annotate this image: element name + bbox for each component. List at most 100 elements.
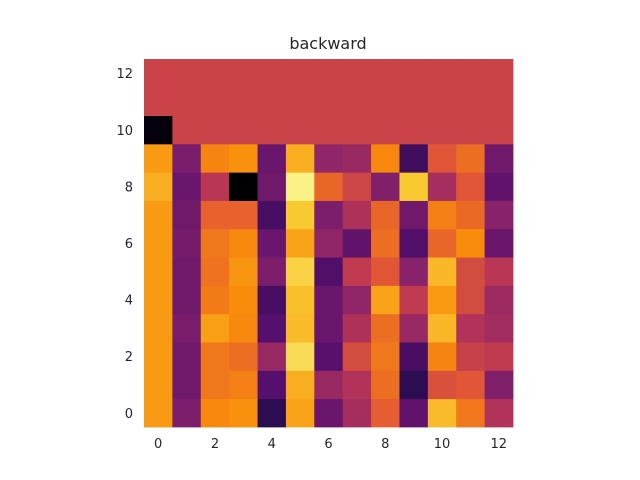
heatmap-cell [456,313,486,343]
heatmap-cell [371,342,400,371]
heatmap-cell [484,370,514,400]
heatmap-cell [342,398,372,428]
heatmap-cell [285,87,315,117]
heatmap-cell [427,172,457,201]
heatmap-cell [257,285,287,315]
heatmap-cell [200,342,230,371]
y-tick-label: 6 [125,237,133,252]
heatmap-cell [342,370,372,400]
heatmap-cell [257,143,287,173]
y-tick-label: 8 [125,180,133,195]
heatmap-cell [285,285,315,315]
heatmap-cell [371,257,400,286]
x-tick-label: 6 [324,437,332,452]
heatmap-cell [399,285,429,315]
heatmap-cell [172,172,202,201]
heatmap-cell [484,342,514,371]
y-axis-ticks: 0 2 4 6 8 10 12 [116,67,133,422]
heatmap-cell [314,257,344,286]
heatmap-cell [200,313,230,343]
heatmap-cell [144,172,173,201]
heatmap-cell [285,257,315,286]
heatmap-cell [399,172,429,201]
heatmap-cell [456,342,486,371]
heatmap-cell [229,228,258,258]
heatmap-cell [484,228,514,258]
heatmap-cell [456,172,486,201]
x-tick-label: 10 [434,437,451,452]
heatmap-cell [172,228,202,258]
heatmap-cell [371,172,400,201]
x-tick-label: 12 [491,437,508,452]
heatmap-cell [257,87,287,117]
heatmap-cell [257,172,287,201]
heatmap-cell [427,115,457,145]
heatmap-cell [427,200,457,230]
heatmap-cell [371,370,400,400]
heatmap-cell [285,115,315,145]
heatmap-cell [342,87,372,117]
heatmap-cell [484,398,514,428]
heatmap-cell [484,200,514,230]
heatmap-cell [285,59,315,88]
heatmap-cell [285,313,315,343]
heatmap-cell [229,313,258,343]
heatmap-cell [342,285,372,315]
heatmap-cell [229,285,258,315]
y-tick-label: 0 [125,407,133,422]
heatmap-cell [427,370,457,400]
heatmap-cell [456,87,486,117]
x-tick-label: 8 [381,437,389,452]
heatmap-cell [342,228,372,258]
heatmap-cell [314,342,344,371]
heatmap-cell [229,59,258,88]
heatmap-cell [314,200,344,230]
heatmap-cell [484,143,514,173]
heatmap-cell [456,370,486,400]
heatmap-cell [456,115,486,145]
heatmap-cell [484,313,514,343]
heatmap-cell [371,143,400,173]
heatmap-cell [229,115,258,145]
heatmap-cell [342,143,372,173]
heatmap-cell [257,398,287,428]
heatmap-cell [257,228,287,258]
heatmap-cell [200,59,230,88]
heatmap-cell [484,87,514,117]
heatmap-cell [257,115,287,145]
heatmap-cell [427,313,457,343]
heatmap-cell [229,172,258,201]
heatmap-cell [314,115,344,145]
heatmap-cell [172,313,202,343]
heatmap-cell [314,143,344,173]
heatmap-cell [257,313,287,343]
heatmap-cell [399,398,429,428]
heatmap-cell [229,370,258,400]
heatmap-cell [399,370,429,400]
heatmap-cell [200,370,230,400]
heatmap-cell [172,398,202,428]
heatmap-cell [456,200,486,230]
heatmap-cell [371,228,400,258]
heatmap-cell [172,342,202,371]
heatmap-cell [342,342,372,371]
heatmap-cell [427,87,457,117]
heatmap-cell [229,87,258,117]
heatmap-cell [456,285,486,315]
heatmap-cell [342,257,372,286]
heatmap-cell [144,398,173,428]
heatmap-cell [399,200,429,230]
heatmap-cell [342,313,372,343]
heatmap-cell [371,115,400,145]
heatmap-cell [200,257,230,286]
heatmap-cell [200,143,230,173]
heatmap-cell [399,257,429,286]
heatmap-cell [144,200,173,230]
heatmap-cell [427,342,457,371]
heatmap-cell [200,87,230,117]
heatmap-cell [144,228,173,258]
heatmap-cell [342,115,372,145]
heatmap-cell [200,115,230,145]
heatmap-cell [172,370,202,400]
heatmap-cell [200,398,230,428]
